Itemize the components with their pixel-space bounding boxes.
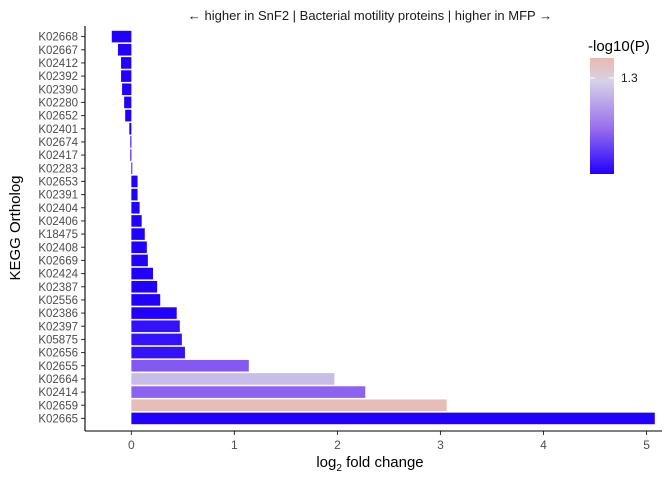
bar-k02656 <box>131 346 185 359</box>
y-tick-label-k02280: K02280 <box>38 97 78 109</box>
y-tick-label-k02387: K02387 <box>38 282 78 294</box>
y-tick-label-k02283: K02283 <box>38 163 78 175</box>
x-tick-label: 2 <box>334 438 341 452</box>
y-tick-label-k02412: K02412 <box>38 58 78 70</box>
y-tick-label-k02414: K02414 <box>38 387 78 399</box>
y-tick-label-k02401: K02401 <box>38 124 78 136</box>
bar-k02674 <box>130 136 132 148</box>
y-tick-label-k02417: K02417 <box>38 150 78 162</box>
y-tick-label-k02668: K02668 <box>38 32 78 44</box>
x-tick-label: 1 <box>231 438 238 452</box>
bar-k02669 <box>131 254 148 267</box>
y-tick-label-k02652: K02652 <box>38 111 78 123</box>
x-axis-title: log2 fold change <box>316 454 423 474</box>
bar-k02414 <box>131 386 366 398</box>
y-tick-label-k02390: K02390 <box>38 84 78 96</box>
y-tick-label-k02659: K02659 <box>38 400 78 412</box>
bar-k02408 <box>131 241 147 254</box>
bar-k02424 <box>131 267 154 280</box>
bar-k02386 <box>131 307 177 319</box>
bar-k02391 <box>131 188 138 201</box>
y-tick-label-k02667: K02667 <box>38 45 78 57</box>
y-tick-label-k18475: K18475 <box>38 229 78 241</box>
bar-k02404 <box>131 201 140 214</box>
y-tick-label-k02397: K02397 <box>38 321 78 333</box>
y-tick-label-k02408: K02408 <box>38 242 78 254</box>
y-tick-label-k02392: K02392 <box>38 71 78 83</box>
legend-title: -log10(P) <box>588 38 650 55</box>
legend-tick-label: 1.3 <box>621 71 638 85</box>
bar-k02392 <box>121 70 132 82</box>
x-tick-label: 0 <box>128 438 135 452</box>
bar-k02412 <box>121 57 132 69</box>
bar-k02665 <box>131 412 655 425</box>
x-tick-label: 4 <box>540 438 547 452</box>
legend-colorbar <box>590 58 614 174</box>
x-tick-label: 5 <box>643 438 650 452</box>
bar-k02667 <box>117 43 132 56</box>
bar-k02659 <box>131 399 447 412</box>
x-axis-title-main: log <box>316 454 336 471</box>
x-ticks: 0 1 2 3 4 5 <box>128 431 650 452</box>
bar-k02652 <box>125 109 132 122</box>
y-tick-label-k02664: K02664 <box>38 374 78 386</box>
y-tick-label-k05875: K05875 <box>38 334 78 346</box>
x-axis-title-rest: fold change <box>342 454 424 471</box>
y-tick-label-k02653: K02653 <box>38 176 78 188</box>
bar-k02653 <box>131 175 138 188</box>
bar-k02283 <box>131 162 133 175</box>
y-tick-label-k02665: K02665 <box>38 413 78 425</box>
y-tick-label-k02556: K02556 <box>38 295 78 307</box>
bars-group <box>111 30 655 425</box>
y-tick-label-k02386: K02386 <box>38 308 78 320</box>
bar-k02655 <box>131 359 249 372</box>
x-tick-label: 3 <box>437 438 444 452</box>
bar-k02668 <box>111 30 132 43</box>
bar-k02417 <box>130 149 132 161</box>
x-axis-title-subscript: 2 <box>336 463 342 474</box>
bar-k05875 <box>131 333 182 346</box>
bar-k02556 <box>131 294 161 306</box>
bar-k02280 <box>124 96 132 109</box>
y-tick-label-k02404: K02404 <box>38 203 78 215</box>
bar-k02406 <box>131 215 142 227</box>
y-tick-label-k02669: K02669 <box>38 255 78 267</box>
y-tick-label-k02656: K02656 <box>38 348 78 360</box>
bar-k02397 <box>131 320 180 333</box>
bar-k02401 <box>129 122 132 135</box>
y-tick-label-k02391: K02391 <box>38 190 78 202</box>
bar-k02390 <box>122 83 132 96</box>
y-tick-label-k02674: K02674 <box>38 137 78 149</box>
bar-k02387 <box>131 280 158 293</box>
bar-k02664 <box>131 373 335 385</box>
chart-title: ← higher in SnF2 | Bacterial motility pr… <box>188 8 552 23</box>
y-tick-label-k02424: K02424 <box>38 269 78 281</box>
y-tick-label-k02655: K02655 <box>38 361 78 373</box>
y-axis-title: KEGG Ortholog <box>7 175 24 280</box>
color-legend: -log10(P) 1.3 <box>588 38 650 174</box>
bar-k18475 <box>131 228 145 240</box>
y-tick-label-k02406: K02406 <box>38 216 78 228</box>
